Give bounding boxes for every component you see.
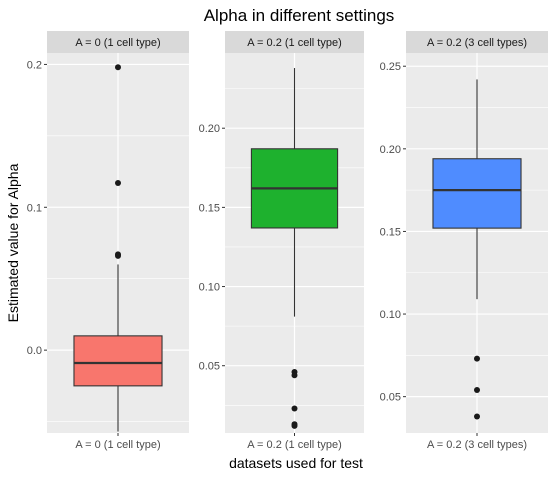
outlier-point: [474, 387, 480, 394]
facet-strip-label: A = 0 (1 cell type): [75, 37, 160, 49]
outlier-point: [115, 252, 121, 259]
box: [73, 335, 163, 387]
outlier-point: [291, 372, 298, 379]
y-tick-label: 0.10: [199, 282, 220, 294]
y-tick-label: 0.25: [380, 61, 401, 73]
y-tick-label: 0.0: [27, 345, 42, 357]
facet-strip: [225, 31, 364, 53]
x-tick-label: A = 0.2 (1 cell type): [247, 439, 341, 451]
outlier-point: [115, 180, 121, 186]
facet-strip-label: A = 0.2 (1 cell type): [247, 37, 341, 49]
facet-panel: 0.05 0.10 0.15 0.20 0.25 A = 0.2 (3 cell type…: [380, 31, 548, 451]
y-tick-label: 0.20: [199, 123, 220, 135]
y-tick-label: 0.10: [380, 309, 401, 321]
y-tick-label: 0.15: [199, 202, 220, 214]
facet-strip: [47, 31, 189, 53]
outlier-point: [291, 405, 298, 412]
y-tick-label: 0.2: [27, 59, 42, 71]
y-tick-label: 0.15: [380, 226, 401, 238]
outlier-point: [291, 422, 298, 429]
outlier-point: [115, 64, 121, 71]
y-tick-label: 0.05: [199, 361, 220, 373]
y-tick-label: 0.05: [380, 392, 401, 404]
outlier-point: [474, 355, 480, 362]
y-tick-label: 0.1: [27, 202, 42, 214]
outlier-point: [474, 413, 480, 420]
facet-panels: 0.0 0.1 0.2 A = 0 (1 cell type) A = 0 (1 cel…: [27, 31, 548, 451]
facet-strip: [406, 31, 548, 53]
box: [432, 158, 522, 229]
y-tick-label: 0.20: [380, 144, 401, 156]
x-tick-label: A = 0.2 (3 cell types): [427, 439, 527, 451]
chart-title: Alpha in different settings: [204, 6, 395, 25]
x-tick-label: A = 0 (1 cell type): [75, 439, 160, 451]
facet-strip-label: A = 0.2 (3 cell types): [427, 37, 527, 49]
facet-panel: 0.0 0.1 0.2 A = 0 (1 cell type) A = 0 (1 cel…: [27, 31, 189, 451]
y-axis-title: Estimated value for Alpha: [5, 163, 21, 322]
x-axis-title: datasets used for test: [229, 455, 363, 471]
facet-panel: 0.05 0.10 0.15 0.20 A = 0.2 (1 cell type) A =…: [199, 31, 364, 451]
